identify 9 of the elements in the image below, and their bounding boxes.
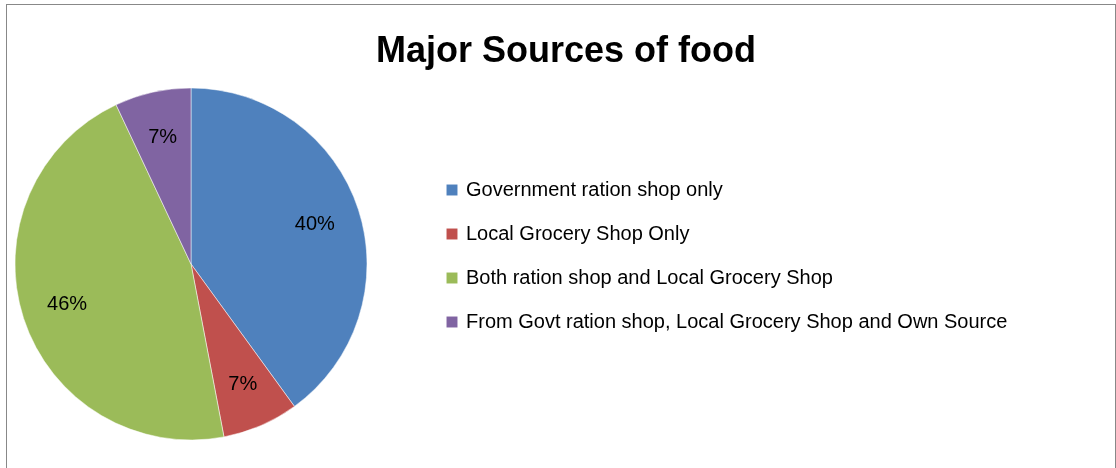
legend-label: Local Grocery Shop Only xyxy=(466,222,690,244)
chart-title: Major Sources of food xyxy=(376,29,757,70)
legend-label: Government ration shop only xyxy=(466,178,723,200)
legend-label: From Govt ration shop, Local Grocery Shop and Own Source xyxy=(466,310,1008,332)
data-label: 46% xyxy=(47,292,88,315)
data-label: 7% xyxy=(228,371,258,394)
data-label: 40% xyxy=(294,211,336,234)
data-label: 7% xyxy=(148,124,178,147)
legend-label: Both ration shop and Local Grocery Shop xyxy=(466,266,833,288)
